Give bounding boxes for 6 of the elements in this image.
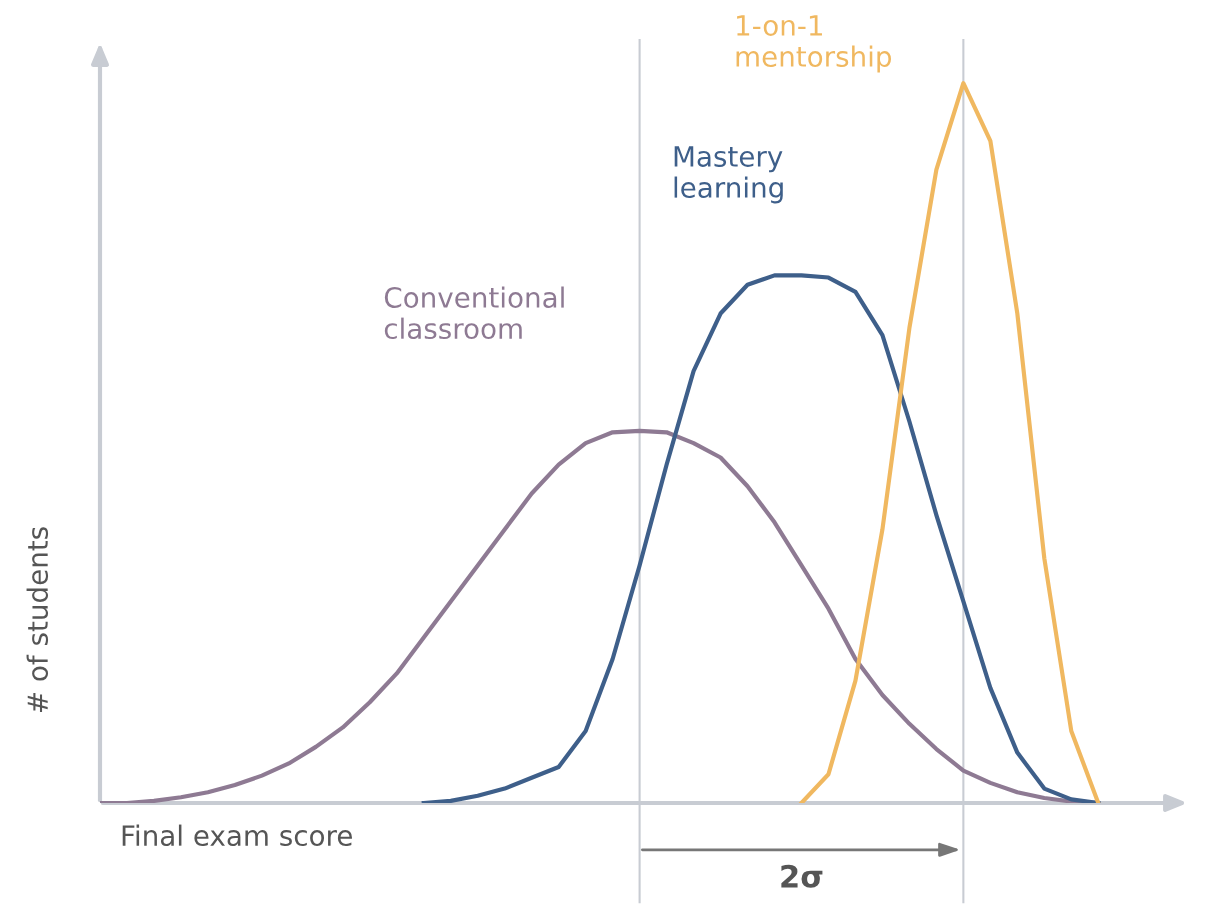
x-axis-title: Final exam score [122,824,352,847]
y-axis-title: # of students [26,527,49,713]
text: 2σ [781,864,823,888]
text: Conventional classroom [384,286,564,340]
text: Mastery learning [674,146,783,204]
text: 1-on-1 mentorship [736,15,892,73]
